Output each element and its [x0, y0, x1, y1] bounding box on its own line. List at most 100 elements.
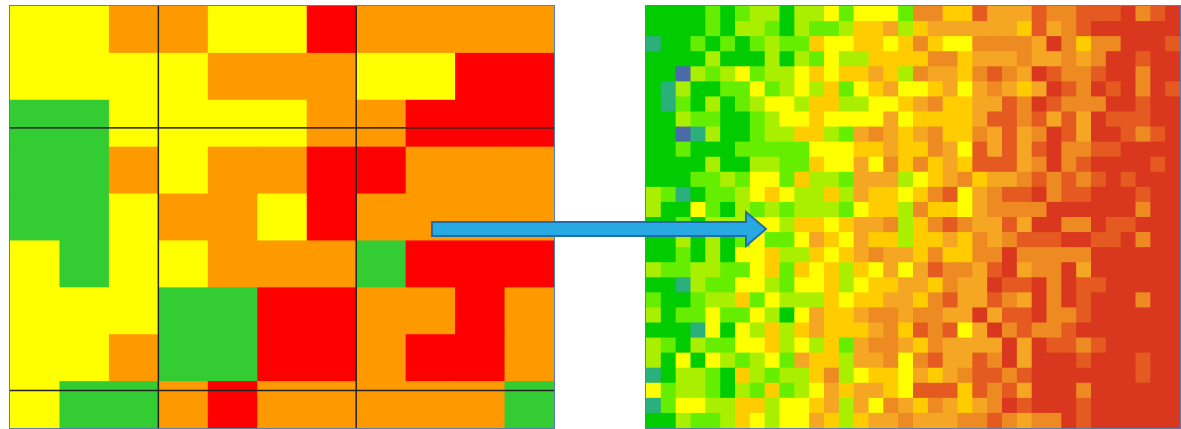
map-cell — [987, 232, 1003, 248]
map-cell — [1120, 126, 1137, 143]
map-cell — [1150, 186, 1166, 203]
map-cell — [898, 262, 914, 278]
map-cell — [764, 412, 781, 428]
map-cell — [1002, 307, 1018, 324]
map-cell — [1135, 412, 1151, 428]
map-cell — [794, 277, 810, 293]
map-cell — [794, 217, 810, 233]
map-cell — [824, 51, 840, 67]
map-cell — [306, 240, 357, 288]
map-cell — [660, 412, 677, 428]
map-cell — [838, 81, 855, 98]
map-cell — [913, 337, 929, 354]
map-cell — [853, 232, 870, 248]
map-cell — [794, 111, 810, 128]
map-cell — [853, 6, 870, 22]
map-cell — [868, 201, 884, 218]
map-cell — [1165, 21, 1180, 37]
map-cell — [455, 146, 506, 195]
map-cell — [646, 51, 662, 67]
map-cell — [824, 156, 840, 173]
map-cell — [868, 382, 884, 399]
map-cell — [794, 412, 810, 428]
map-cell — [705, 337, 721, 354]
map-cell — [957, 397, 973, 414]
map-cell — [1165, 337, 1180, 354]
map-cell — [764, 201, 781, 218]
map-cell — [1120, 6, 1137, 22]
map-cell — [735, 96, 751, 113]
map-cell — [1165, 81, 1180, 98]
map-cell — [10, 193, 61, 242]
map-cell — [690, 6, 706, 22]
map-cell — [1076, 66, 1092, 82]
map-cell — [1135, 397, 1151, 414]
map-cell — [1120, 247, 1137, 263]
map-cell — [972, 382, 988, 399]
map-cell — [809, 186, 825, 203]
map-cell — [1002, 126, 1018, 143]
map-cell — [1150, 382, 1166, 399]
map-cell — [794, 21, 810, 37]
map-cell — [972, 262, 988, 278]
map-cell — [735, 66, 751, 82]
map-cell — [824, 262, 840, 278]
map-cell — [1031, 6, 1048, 22]
map-cell — [1046, 201, 1062, 218]
map-cell — [1076, 262, 1092, 278]
map-cell — [207, 193, 258, 242]
map-cell — [660, 247, 677, 263]
map-cell — [913, 156, 929, 173]
map-cell — [675, 66, 692, 82]
map-cell — [660, 262, 677, 278]
map-cell — [942, 66, 959, 82]
map-cell — [1016, 322, 1033, 339]
map-cell — [809, 232, 825, 248]
map-cell — [824, 337, 840, 354]
map-cell — [1105, 292, 1122, 309]
map-cell — [705, 21, 721, 37]
map-cell — [749, 292, 766, 309]
map-cell — [1120, 21, 1137, 37]
map-cell — [927, 337, 944, 354]
map-cell — [1002, 247, 1018, 263]
map-cell — [868, 96, 884, 113]
map-cell — [1135, 171, 1151, 188]
map-cell — [1091, 337, 1107, 354]
map-cell — [957, 21, 973, 37]
map-cell — [749, 111, 766, 128]
map-cell — [883, 307, 899, 324]
map-cell — [1031, 397, 1048, 414]
map-cell — [764, 262, 781, 278]
map-cell — [660, 382, 677, 399]
map-cell — [1091, 262, 1107, 278]
map-cell — [1091, 66, 1107, 82]
map-cell — [853, 171, 870, 188]
map-cell — [720, 111, 736, 128]
map-cell — [927, 96, 944, 113]
map-cell — [794, 186, 810, 203]
map-cell — [764, 66, 781, 82]
map-cell — [779, 277, 795, 293]
map-cell — [794, 307, 810, 324]
map-cell — [868, 232, 884, 248]
map-cell — [1105, 277, 1122, 293]
map-cell — [868, 81, 884, 98]
map-cell — [1031, 292, 1048, 309]
map-cell — [1091, 382, 1107, 399]
map-cell — [1120, 352, 1137, 369]
map-cell — [972, 232, 988, 248]
map-cell — [1002, 262, 1018, 278]
map-cell — [779, 382, 795, 399]
map-cell — [1046, 81, 1062, 98]
map-cell — [675, 126, 692, 143]
map-cell — [1046, 171, 1062, 188]
map-cell — [883, 186, 899, 203]
map-cell — [1165, 156, 1180, 173]
map-cell — [1091, 277, 1107, 293]
map-cell — [1076, 171, 1092, 188]
map-cell — [690, 111, 706, 128]
map-cell — [749, 247, 766, 263]
map-cell — [59, 334, 110, 382]
map-cell — [957, 36, 973, 52]
